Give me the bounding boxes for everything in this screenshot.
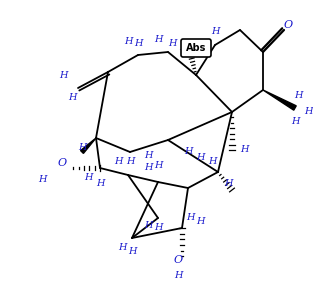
Text: H: H: [291, 118, 299, 126]
Text: H: H: [168, 39, 176, 47]
Text: H: H: [211, 27, 219, 37]
Text: H: H: [208, 158, 216, 166]
Text: H: H: [154, 223, 162, 233]
Text: O: O: [284, 20, 293, 30]
Text: H: H: [144, 150, 152, 160]
Text: H: H: [196, 217, 204, 227]
Text: H: H: [240, 146, 248, 154]
Text: H: H: [144, 164, 152, 172]
Text: H: H: [144, 221, 152, 229]
Text: H: H: [134, 39, 142, 47]
Text: H: H: [126, 158, 134, 166]
Text: H: H: [154, 160, 162, 170]
Text: H: H: [184, 148, 192, 156]
Text: H: H: [186, 214, 194, 223]
Text: H: H: [124, 37, 132, 47]
Text: H: H: [196, 154, 204, 162]
Text: H: H: [114, 158, 122, 166]
Text: H: H: [59, 71, 67, 80]
Text: H: H: [38, 176, 46, 184]
Text: O: O: [173, 255, 182, 265]
Text: Abs: Abs: [186, 43, 206, 53]
Text: H: H: [304, 108, 312, 116]
Text: H: H: [78, 142, 86, 152]
Text: H: H: [68, 92, 76, 102]
Polygon shape: [80, 138, 96, 153]
Text: H: H: [118, 243, 126, 253]
FancyBboxPatch shape: [181, 39, 211, 57]
Text: O: O: [58, 158, 67, 168]
Polygon shape: [263, 90, 296, 110]
Text: H: H: [224, 178, 232, 188]
Text: H: H: [174, 271, 182, 279]
Text: H: H: [179, 43, 187, 53]
Text: H: H: [128, 247, 136, 257]
Text: H: H: [294, 90, 302, 100]
Text: H: H: [154, 35, 162, 45]
Text: H: H: [84, 174, 92, 182]
Text: H: H: [96, 178, 104, 188]
